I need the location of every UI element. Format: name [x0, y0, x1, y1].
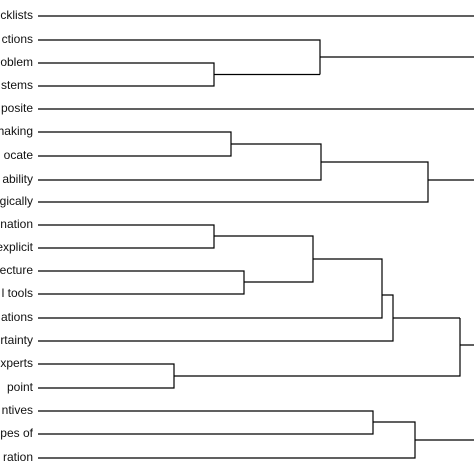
leaf-label: point: [7, 380, 34, 394]
leaf-label: ecture: [0, 263, 33, 277]
leaf-label: ctions: [2, 32, 33, 46]
leaf-label: rtainty: [0, 333, 33, 347]
leaf-label: haking: [0, 124, 33, 138]
leaf-label: ration: [3, 450, 33, 464]
leaf-label: ocate: [4, 148, 34, 162]
leaf-label: pes of: [0, 426, 33, 440]
leaf-label: ability: [2, 172, 33, 186]
leaf-label: ations: [1, 310, 33, 324]
leaf-label: posite: [1, 101, 33, 115]
leaf-label: gically: [0, 194, 33, 208]
branch: [38, 131, 474, 203]
leaf-label: xperts: [0, 356, 33, 370]
leaf-label: l tools: [2, 286, 33, 300]
leaf-label: explicit: [0, 240, 34, 254]
leaf-label: stems: [1, 78, 33, 92]
leaf-label: cklists: [0, 8, 33, 22]
branch: [38, 39, 474, 87]
leaf-label: nation: [0, 217, 33, 231]
leaf-label: ntives: [2, 403, 33, 417]
branch: [38, 224, 474, 389]
branch: [38, 410, 474, 459]
leaf-labels: cklists ctions oblem stems posite haking ocate…: [0, 8, 34, 464]
leaf-label: oblem: [0, 55, 33, 69]
branches: [38, 15, 474, 459]
